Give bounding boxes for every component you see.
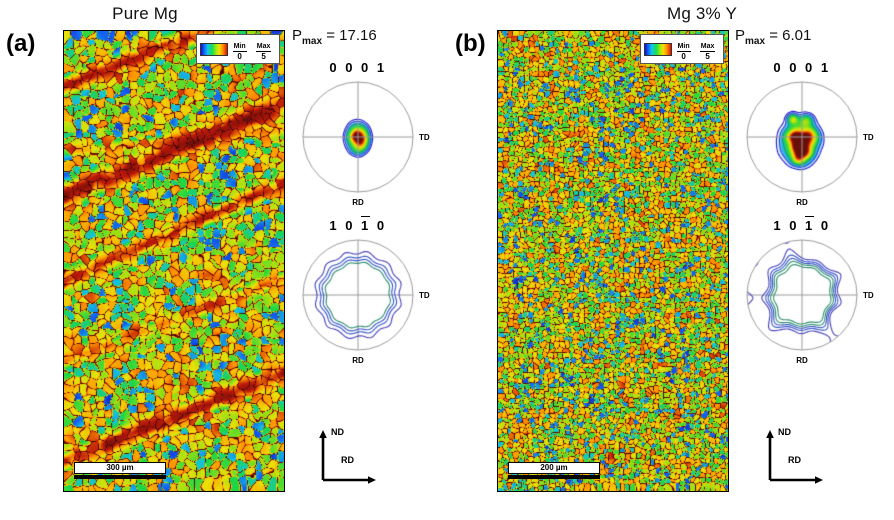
panel-b-ebsd-map: Min 0 Max 5 200 µm [497, 30, 729, 492]
polefigure-10-10-rd-label: RD [352, 356, 364, 365]
pmax-symbol: P [735, 27, 746, 44]
panel-b-polefigure-10-10: 1 0 1 0 TD RD [743, 216, 874, 368]
polefigure-0001-rd-label: RD [352, 198, 364, 207]
colorbar-min-header: Min [676, 43, 691, 52]
colorbar-max-column: Max 5 [255, 36, 272, 62]
axis-rd-label: RD [341, 455, 354, 465]
colorbar-min-column: Min 0 [232, 36, 247, 62]
panel-a-polefigure-10-10: 1 0 1 0 TD RD [299, 216, 430, 368]
label-pre: 1 0 [773, 218, 806, 233]
panel-a-axis-triad: ND RD [318, 427, 388, 490]
panel-a-letter: (a) [6, 30, 36, 57]
axis-triad-icon [766, 430, 823, 484]
colorbar-gradient [200, 42, 228, 56]
colorbar-max-value: 5 [705, 52, 710, 62]
pmax-equals: = [322, 27, 340, 44]
panel-a-scalebar-line [74, 475, 166, 479]
panel-b: Mg 3% Y (b) Min 0 Max 5 200 µm [447, 0, 894, 520]
polefigure-10-10-td-label: TD [863, 291, 874, 300]
panel-a-scalebar-label: 300 µm [74, 461, 166, 474]
polefigure-10-10-label: 1 0 1 0 [743, 216, 861, 233]
panel-a-pmax: Pmax = 17.16 [292, 27, 377, 47]
polefigure-0001-canvas [299, 78, 417, 196]
panel-a-title: Pure Mg [112, 4, 178, 23]
polefigure-0001-canvas [743, 78, 861, 196]
panel-a-scalebar: 300 µm [74, 461, 166, 479]
axis-nd-label: ND [331, 427, 344, 437]
panel-b-letter: (b) [455, 30, 486, 57]
panel-b-scalebar-line [508, 475, 600, 479]
label-post: 0 [370, 218, 387, 233]
polefigure-0001-td-label: TD [419, 133, 430, 142]
label-post: 0 [814, 218, 831, 233]
pmax-subscript: max [302, 36, 323, 47]
polefigure-10-10-td-label: TD [419, 291, 430, 300]
colorbar-min-value: 0 [237, 52, 242, 62]
panel-a-colorbar-legend: Min 0 Max 5 [196, 34, 280, 64]
panel-a-map-canvas [64, 31, 284, 491]
polefigure-10-10-canvas [743, 236, 861, 354]
panel-b-pmax: Pmax = 6.01 [735, 27, 811, 47]
colorbar-min-column: Min 0 [676, 36, 691, 62]
axis-triad-icon [319, 430, 376, 484]
panel-a-polefigure-0001: 0 0 0 1 TD RD [299, 60, 430, 210]
panel-a: Pure Mg (a) Min 0 Max 5 300 µm [6, 4, 430, 492]
panel-b-title: Mg 3% Y [666, 4, 738, 23]
colorbar-max-header: Max [699, 43, 716, 52]
pmax-value: 17.16 [339, 27, 377, 44]
polefigure-10-10-label: 1 0 1 0 [299, 216, 417, 233]
panel-a-ebsd-map: Min 0 Max 5 300 µm [63, 30, 285, 492]
polefigure-0001-label: 0 0 0 1 [329, 60, 387, 75]
colorbar-gradient [644, 42, 672, 56]
colorbar-min-header: Min [232, 43, 247, 52]
label-overbar-digit: 1 [805, 216, 815, 233]
panel-b-axis-triad: ND RD [765, 427, 835, 490]
panel-b-map-canvas [498, 31, 728, 491]
pmax-value: 6.01 [782, 27, 812, 44]
panel-b-polefigure-0001: 0 0 0 1 TD RD [743, 60, 874, 210]
polefigure-0001-td-label: TD [863, 133, 874, 142]
pmax-equals: = [765, 27, 783, 44]
polefigure-10-10-canvas [299, 236, 417, 354]
pmax-subscript: max [745, 36, 766, 47]
colorbar-max-header: Max [255, 43, 272, 52]
panel-b-scalebar: 200 µm [508, 461, 600, 479]
polefigure-0001-label: 0 0 0 1 [773, 60, 831, 75]
polefigure-0001-rd-label: RD [796, 198, 808, 207]
polefigure-10-10-rd-label: RD [796, 356, 808, 365]
colorbar-min-value: 0 [681, 52, 686, 62]
axis-nd-label: ND [778, 427, 791, 437]
colorbar-max-value: 5 [261, 52, 266, 62]
panel-b-colorbar-legend: Min 0 Max 5 [640, 34, 724, 64]
colorbar-max-column: Max 5 [699, 36, 716, 62]
axis-rd-label: RD [788, 455, 801, 465]
label-pre: 1 0 [329, 218, 362, 233]
pmax-symbol: P [292, 27, 303, 44]
panel-b-scalebar-label: 200 µm [508, 461, 600, 474]
label-overbar-digit: 1 [361, 216, 371, 233]
